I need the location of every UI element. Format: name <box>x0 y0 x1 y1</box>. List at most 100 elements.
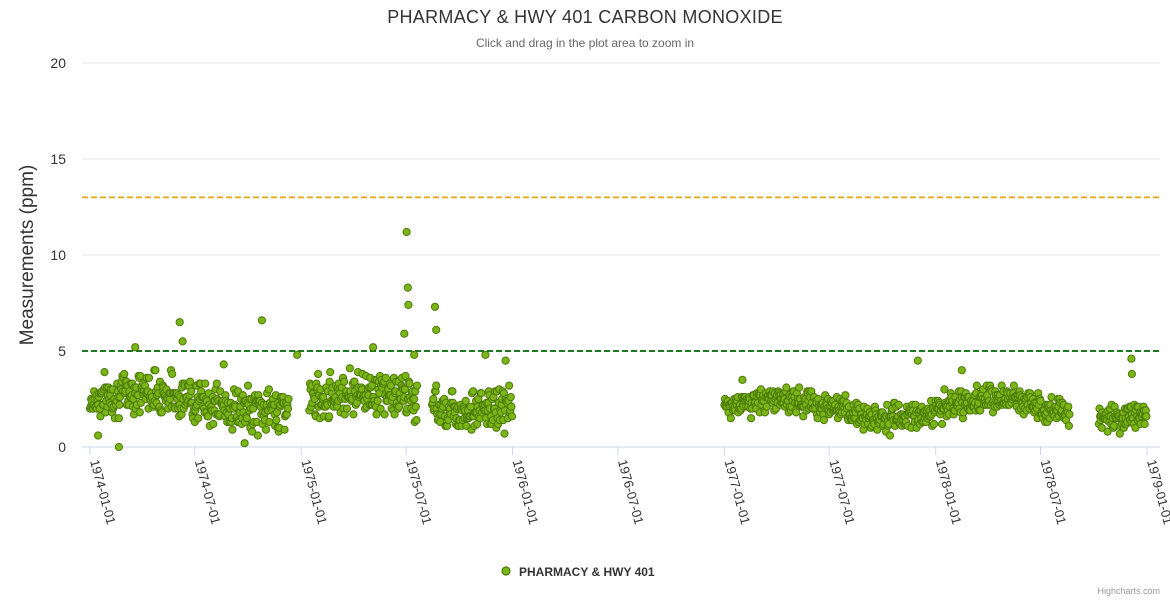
data-point[interactable] <box>284 394 293 404</box>
data-point[interactable] <box>369 343 378 352</box>
data-point[interactable] <box>501 356 510 365</box>
data-point[interactable] <box>507 402 516 411</box>
data-point[interactable] <box>175 318 184 327</box>
data-point[interactable] <box>819 416 829 425</box>
data-point[interactable] <box>340 377 349 386</box>
data-point[interactable] <box>372 410 381 419</box>
data-point[interactable] <box>151 366 160 375</box>
data-point[interactable] <box>272 416 281 425</box>
data-point[interactable] <box>243 381 253 390</box>
data-point[interactable] <box>461 396 470 405</box>
data-point[interactable] <box>157 408 166 417</box>
data-point[interactable] <box>253 431 262 440</box>
data-point[interactable] <box>938 419 947 429</box>
data-point[interactable] <box>373 396 382 405</box>
data-point[interactable] <box>350 377 359 386</box>
data-point[interactable] <box>430 302 440 311</box>
data-point[interactable] <box>1064 421 1074 430</box>
data-point[interactable] <box>404 300 413 309</box>
data-point[interactable] <box>972 381 981 390</box>
data-point[interactable] <box>405 379 414 388</box>
data-point[interactable] <box>131 343 140 352</box>
data-point[interactable] <box>481 350 490 359</box>
data-point[interactable] <box>469 387 478 396</box>
data-point[interactable] <box>212 379 221 388</box>
data-point[interactable] <box>314 369 323 379</box>
data-point[interactable] <box>114 442 124 452</box>
data-point[interactable] <box>367 381 376 390</box>
data-point[interactable] <box>94 431 103 440</box>
data-point[interactable] <box>400 385 409 394</box>
legend[interactable]: PHARMACY & HWY 401 <box>501 565 655 579</box>
data-point[interactable] <box>507 412 517 421</box>
data-point[interactable] <box>429 394 438 404</box>
data-point[interactable] <box>168 369 177 379</box>
data-point[interactable] <box>376 404 385 413</box>
data-point[interactable] <box>432 325 441 334</box>
data-point[interactable] <box>792 408 801 417</box>
data-point[interactable] <box>762 402 771 411</box>
data-point[interactable] <box>186 377 195 386</box>
data-point[interactable] <box>885 431 895 440</box>
data-point[interactable] <box>144 373 154 382</box>
data-point[interactable] <box>940 385 949 394</box>
data-point[interactable] <box>100 368 109 377</box>
legend-label[interactable]: PHARMACY & HWY 401 <box>519 565 655 579</box>
data-point[interactable] <box>1127 369 1137 379</box>
data-point[interactable] <box>1064 402 1073 411</box>
data-point[interactable] <box>400 329 409 338</box>
data-point[interactable] <box>505 381 514 390</box>
data-point[interactable] <box>929 419 939 429</box>
data-point[interactable] <box>395 402 404 411</box>
data-point[interactable] <box>261 425 271 434</box>
data-point[interactable] <box>1115 429 1124 438</box>
data-point[interactable] <box>187 387 196 396</box>
data-point[interactable] <box>293 350 302 359</box>
data-point[interactable] <box>280 425 289 434</box>
data-point[interactable] <box>219 360 228 369</box>
data-point[interactable] <box>201 379 210 388</box>
data-point[interactable] <box>1065 410 1074 419</box>
data-point[interactable] <box>795 383 804 392</box>
data-point[interactable] <box>264 385 273 394</box>
data-point[interactable] <box>178 337 187 346</box>
data-point[interactable] <box>349 410 358 419</box>
data-point[interactable] <box>1103 427 1112 436</box>
data-point[interactable] <box>135 408 144 417</box>
data-point[interactable] <box>413 381 422 390</box>
data-point[interactable] <box>325 412 334 421</box>
data-point[interactable] <box>1097 423 1106 432</box>
data-point[interactable] <box>477 389 486 398</box>
data-point[interactable] <box>380 410 389 419</box>
data-point[interactable] <box>403 283 412 292</box>
data-point[interactable] <box>242 414 251 423</box>
data-point[interactable] <box>114 414 124 423</box>
data-point[interactable] <box>402 227 411 237</box>
data-point[interactable] <box>283 404 293 413</box>
data-point[interactable] <box>381 373 390 382</box>
data-point[interactable] <box>115 400 124 409</box>
data-point[interactable] <box>342 404 352 413</box>
data-point[interactable] <box>841 391 850 400</box>
data-point[interactable] <box>411 402 420 411</box>
data-point[interactable] <box>1127 354 1136 363</box>
data-point[interactable] <box>257 316 266 325</box>
data-point[interactable] <box>120 369 129 379</box>
data-point[interactable] <box>345 364 354 373</box>
data-point[interactable] <box>209 419 218 429</box>
data-point[interactable] <box>432 381 441 390</box>
data-point[interactable] <box>410 350 419 359</box>
data-point[interactable] <box>1142 412 1151 421</box>
data-point[interactable] <box>913 356 922 365</box>
data-point[interactable] <box>747 414 756 423</box>
data-point[interactable] <box>726 414 735 423</box>
data-point[interactable] <box>957 366 966 375</box>
data-point[interactable] <box>738 375 747 384</box>
credits-link[interactable]: Highcharts.com <box>1097 586 1160 596</box>
data-point[interactable] <box>506 393 515 402</box>
data-point[interactable] <box>410 394 419 404</box>
data-point[interactable] <box>894 400 903 409</box>
data-point[interactable] <box>194 414 203 423</box>
data-point[interactable] <box>1009 381 1019 390</box>
